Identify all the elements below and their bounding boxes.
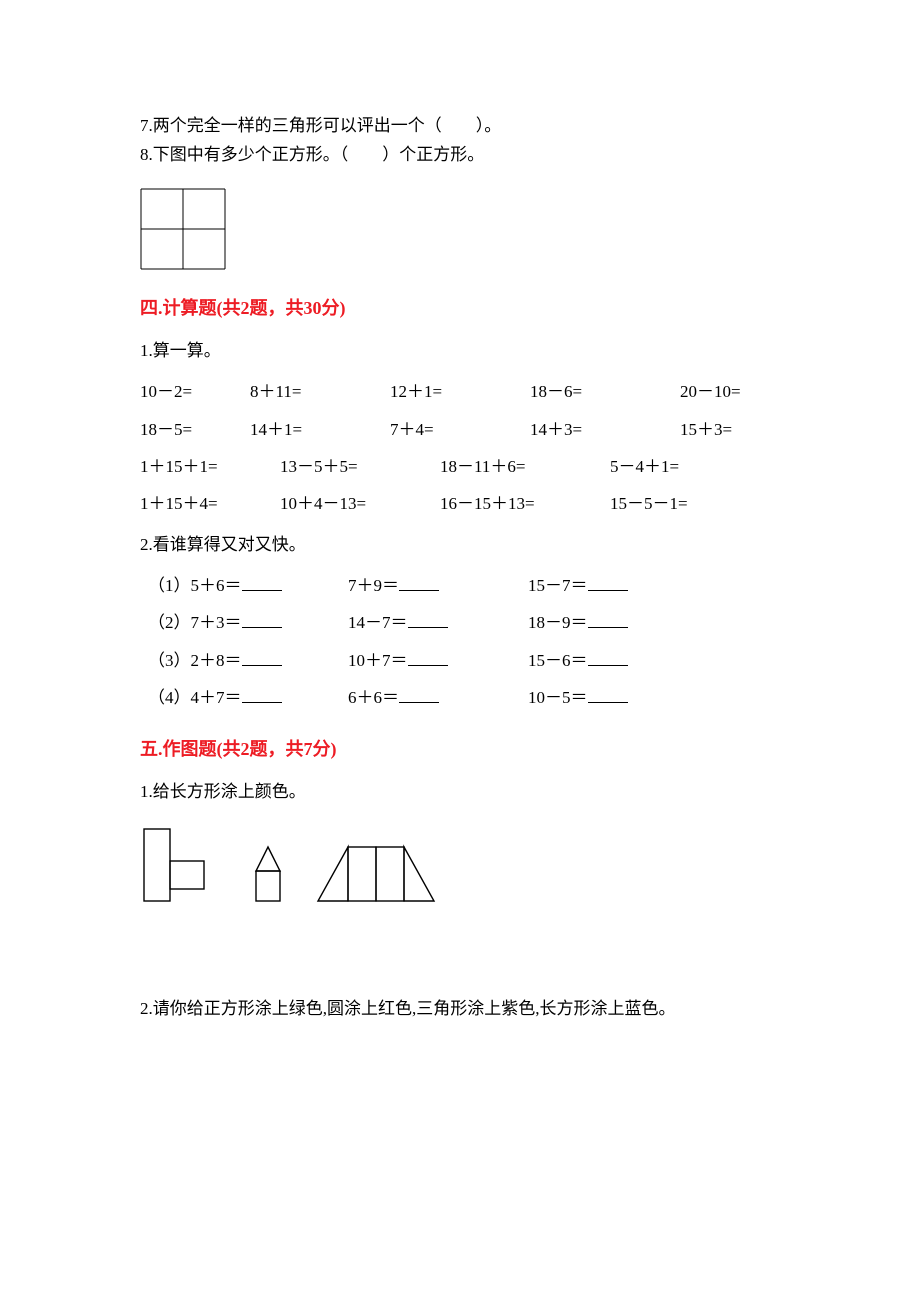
calc-cell: 18－5= <box>140 416 250 443</box>
calc2-row: （3）2＋8＝ 10＋7＝ 15－6＝ <box>148 647 780 674</box>
calc-cell: 8＋11= <box>250 378 390 405</box>
calc-cell: 16－15＋13= <box>440 490 610 517</box>
calc2-cell: 15－6＝ <box>528 647 708 674</box>
calc2-cell: 10＋7＝ <box>348 647 528 674</box>
answer-blank <box>588 685 628 703</box>
calc2-cell: 15－7＝ <box>528 572 708 599</box>
calc2-expr: 6＋6＝ <box>348 688 399 707</box>
calc-row: 10－2=8＋11=12＋1=18－6=20－10= <box>140 378 780 405</box>
fill-q8: 8.下图中有多少个正方形。（ ）个正方形。 <box>140 141 780 168</box>
calc-cell: 18－6= <box>530 378 680 405</box>
calc-cell: 10＋4－13= <box>280 490 440 517</box>
calc2-cell: 18－9＝ <box>528 609 708 636</box>
answer-blank <box>399 685 439 703</box>
answer-blank <box>242 573 282 591</box>
calc-cell: 5－4＋1= <box>610 453 730 480</box>
section-5-title: 五.作图题(共2题，共7分) <box>140 735 780 764</box>
calc-cell: 12＋1= <box>390 378 530 405</box>
calc2-row: （2）7＋3＝ 14－7＝ 18－9＝ <box>148 609 780 636</box>
answer-blank <box>242 610 282 628</box>
calc-rows: 10－2=8＋11=12＋1=18－6=20－10= 18－5=14＋1=7＋4=… <box>140 378 780 517</box>
grid-2x2-figure <box>140 188 780 270</box>
calc2-expr: （2）7＋3＝ <box>148 613 242 632</box>
calc2-expr: 14－7＝ <box>348 613 408 632</box>
calc-row: 18－5=14＋1=7＋4=14＋3=15＋3= <box>140 416 780 443</box>
answer-blank <box>588 610 628 628</box>
shapes-svg <box>140 825 440 915</box>
sec4-q1-label: 1.算一算。 <box>140 337 780 364</box>
calc-cell: 7＋4= <box>390 416 530 443</box>
calc2-expr: 10－5＝ <box>528 688 588 707</box>
calc2-cell: （2）7＋3＝ <box>148 609 348 636</box>
answer-blank <box>408 648 448 666</box>
calc-cell: 10－2= <box>140 378 250 405</box>
calc-cell: 1＋15＋1= <box>140 453 280 480</box>
calc2-cell: （3）2＋8＝ <box>148 647 348 674</box>
calc-cell: 14＋3= <box>530 416 680 443</box>
calc2-rows: （1）5＋6＝ 7＋9＝ 15－7＝ （2）7＋3＝ 14－7＝ 18－9＝ （3）2＋8＝… <box>140 572 780 711</box>
calc-cell: 15＋3= <box>680 416 780 443</box>
calc2-expr: （3）2＋8＝ <box>148 651 242 670</box>
calc-cell: 13－5＋5= <box>280 453 440 480</box>
calc2-cell: 14－7＝ <box>348 609 528 636</box>
sec5-q1-label: 1.给长方形涂上颜色。 <box>140 778 780 805</box>
calc2-row: （4）4＋7＝ 6＋6＝ 10－5＝ <box>148 684 780 711</box>
calc-row: 1＋15＋1=13－5＋5=18－11＋6=5－4＋1= <box>140 453 780 480</box>
calc2-cell: 10－5＝ <box>528 684 708 711</box>
calc-cell: 1＋15＋4= <box>140 490 280 517</box>
calc-row: 1＋15＋4=10＋4－13=16－15＋13=15－5－1= <box>140 490 780 517</box>
answer-blank <box>588 573 628 591</box>
sec4-q2-label: 2.看谁算得又对又快。 <box>140 531 780 558</box>
calc2-cell: 6＋6＝ <box>348 684 528 711</box>
calc2-expr: （1）5＋6＝ <box>148 576 242 595</box>
calc2-cell: （4）4＋7＝ <box>148 684 348 711</box>
page: 7.两个完全一样的三角形可以评出一个（ ）。 8.下图中有多少个正方形。（ ）个… <box>0 0 920 1302</box>
calc2-expr: 18－9＝ <box>528 613 588 632</box>
calc2-row: （1）5＋6＝ 7＋9＝ 15－7＝ <box>148 572 780 599</box>
sec5-q2-label: 2.请你给正方形涂上绿色,圆涂上红色,三角形涂上紫色,长方形涂上蓝色。 <box>140 995 780 1022</box>
grid-2x2-svg <box>140 188 226 270</box>
calc-cell: 15－5－1= <box>610 490 730 517</box>
calc-cell: 20－10= <box>680 378 780 405</box>
answer-blank <box>242 685 282 703</box>
fill-q7: 7.两个完全一样的三角形可以评出一个（ ）。 <box>140 112 780 139</box>
answer-blank <box>399 573 439 591</box>
calc2-expr: 7＋9＝ <box>348 576 399 595</box>
calc-cell: 14＋1= <box>250 416 390 443</box>
answer-blank <box>408 610 448 628</box>
calc2-cell: 7＋9＝ <box>348 572 528 599</box>
answer-blank <box>242 648 282 666</box>
calc2-cell: （1）5＋6＝ <box>148 572 348 599</box>
section-4-title: 四.计算题(共2题，共30分) <box>140 294 780 323</box>
calc2-expr: 10＋7＝ <box>348 651 408 670</box>
answer-blank <box>588 648 628 666</box>
calc2-expr: 15－6＝ <box>528 651 588 670</box>
shapes-figure <box>140 825 780 915</box>
calc2-expr: （4）4＋7＝ <box>148 688 242 707</box>
calc-cell: 18－11＋6= <box>440 453 610 480</box>
calc2-expr: 15－7＝ <box>528 576 588 595</box>
